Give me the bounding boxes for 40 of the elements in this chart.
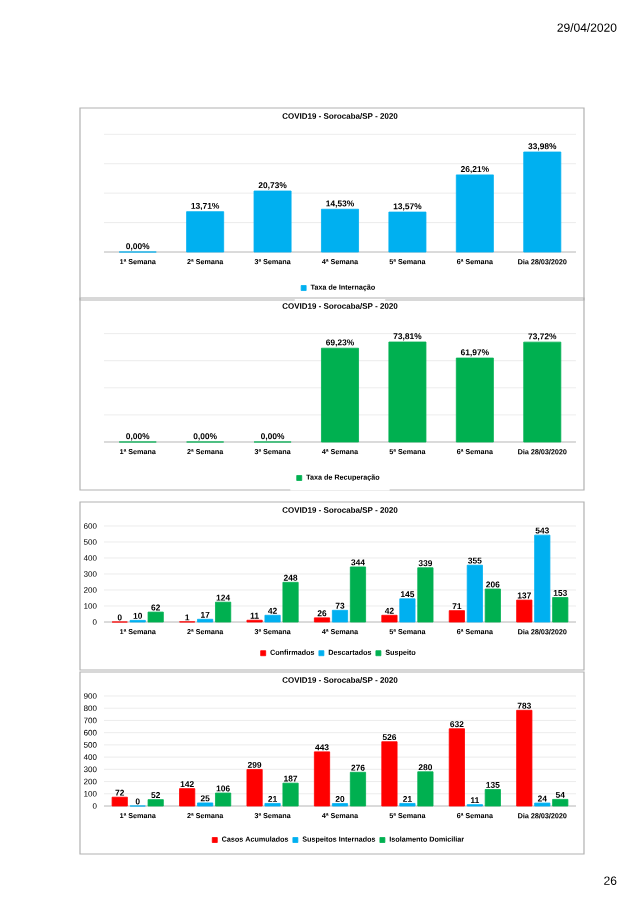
bar [321,208,359,253]
bar [516,599,533,623]
bar [381,741,398,807]
bar [417,771,434,807]
bar [147,611,164,623]
bar [448,728,465,807]
bar [349,566,367,623]
bar [179,788,196,807]
bar [552,799,569,807]
bar [466,564,483,623]
bar [455,174,494,253]
bar [253,190,292,253]
bar [399,598,416,623]
bar [448,610,465,623]
bar [186,211,225,253]
bar [282,581,299,623]
bar [484,789,501,807]
bar [516,709,533,807]
bar [349,771,367,807]
bar [264,614,281,623]
bar [381,614,398,623]
bar [484,588,501,623]
bar [246,769,263,807]
bar [147,799,164,807]
bar [331,609,349,623]
bar [552,597,569,623]
bar [321,347,359,443]
bar [313,617,331,623]
bar [215,792,232,807]
bar [455,357,494,443]
bar [523,151,562,253]
bar [417,567,434,623]
bar [313,751,331,807]
bar [388,211,427,253]
bar [282,782,299,807]
bar [388,341,427,443]
bar [111,796,128,807]
bar [523,341,562,443]
bar [534,534,551,623]
bar [215,601,232,623]
